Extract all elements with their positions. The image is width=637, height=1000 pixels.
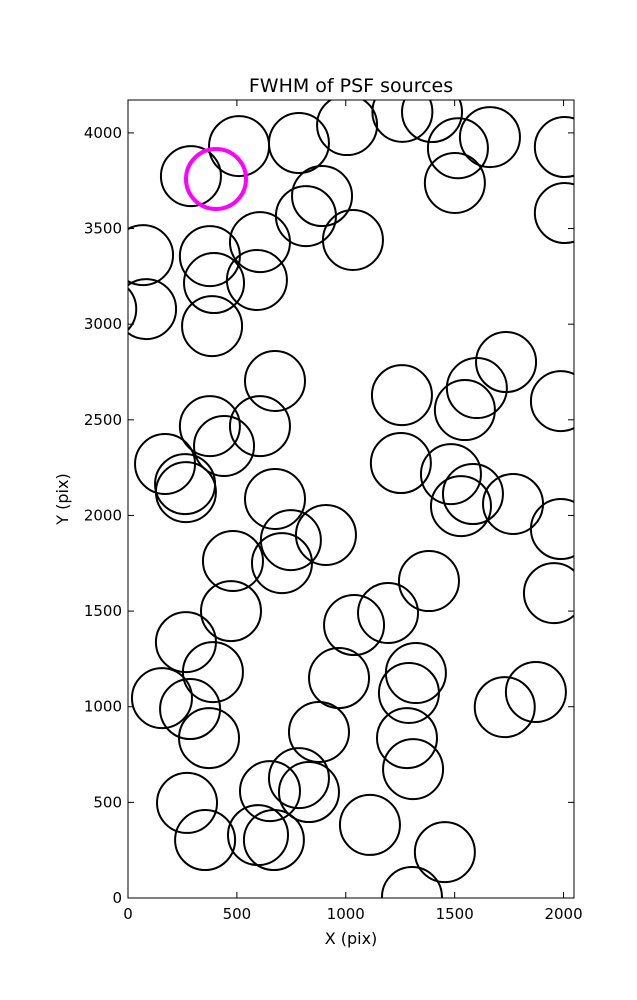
source-marker <box>200 580 263 643</box>
source-marker <box>371 100 434 143</box>
source-marker <box>522 562 574 625</box>
source-marker <box>338 793 401 856</box>
y-tick-label: 2000 <box>84 506 122 524</box>
source-marker <box>178 707 241 770</box>
source-marker <box>413 821 476 884</box>
source-marker <box>308 647 371 710</box>
source-marker <box>533 116 574 179</box>
source-marker <box>243 349 306 412</box>
source-marker <box>529 498 574 561</box>
source-marker <box>181 295 244 358</box>
source-marker <box>294 503 357 566</box>
source-marker <box>181 641 244 704</box>
source-marker <box>291 165 354 228</box>
x-tick-label: 1000 <box>327 905 365 923</box>
source-marker <box>228 395 291 458</box>
source-marker <box>429 475 492 538</box>
x-tick-label: 2000 <box>544 905 582 923</box>
source-marker <box>533 182 574 245</box>
plot-marks <box>128 100 574 898</box>
source-marker <box>458 106 521 169</box>
source-marker <box>445 357 508 420</box>
source-marker <box>259 509 322 572</box>
source-marker <box>277 761 340 824</box>
source-marker <box>380 866 443 898</box>
source-marker <box>243 468 306 530</box>
source-marker <box>323 594 386 657</box>
source-marker <box>267 747 330 810</box>
source-marker <box>128 224 175 287</box>
source-marker <box>397 550 460 613</box>
source-marker <box>130 667 193 730</box>
source-marker <box>382 738 445 801</box>
source-marker <box>321 209 384 272</box>
source-marker <box>316 100 379 157</box>
source-marker <box>357 582 420 644</box>
source-marker <box>369 432 432 495</box>
source-marker <box>441 463 504 526</box>
x-axis-label: X (pix) <box>325 929 378 948</box>
source-marker <box>242 809 305 872</box>
source-marker <box>128 278 178 341</box>
source-marker <box>377 661 440 724</box>
source-marker <box>473 676 536 739</box>
source-marker <box>128 287 138 332</box>
source-marker <box>238 760 301 823</box>
source-marker <box>201 529 264 592</box>
source-marker <box>401 100 464 144</box>
source-marker <box>174 809 237 872</box>
y-tick-label: 4000 <box>84 124 122 142</box>
y-tick-label: 500 <box>93 793 122 811</box>
x-tick-label: 0 <box>123 905 133 923</box>
y-tick-label: 3000 <box>84 315 122 333</box>
source-marker <box>178 395 241 458</box>
y-axis-label: Y (pix) <box>53 473 72 525</box>
source-marker <box>159 678 222 741</box>
source-marker <box>156 771 219 834</box>
y-tick-label: 1000 <box>84 698 122 716</box>
source-marker <box>183 252 246 315</box>
x-tick-label: 500 <box>223 905 252 923</box>
y-tick-label: 1500 <box>84 602 122 620</box>
source-marker <box>370 364 433 427</box>
source-marker <box>193 415 256 478</box>
source-marker <box>375 707 438 770</box>
x-tick-label: 1500 <box>436 905 474 923</box>
source-marker <box>225 248 288 311</box>
plot-frame <box>127 99 575 899</box>
y-tick-label: 3500 <box>84 220 122 238</box>
source-marker <box>423 152 486 215</box>
source-marker <box>419 443 482 506</box>
source-marker <box>529 370 574 433</box>
y-tick-label: 2500 <box>84 411 122 429</box>
source-marker <box>228 211 291 274</box>
source-marker <box>250 532 313 595</box>
source-marker <box>159 145 222 208</box>
chart-title: FWHM of PSF sources <box>249 75 453 97</box>
y-tick-label: 0 <box>112 889 122 907</box>
source-marker <box>154 461 217 524</box>
source-marker <box>504 660 567 723</box>
source-marker <box>287 700 350 763</box>
source-marker <box>426 117 489 180</box>
source-marker <box>267 112 330 175</box>
source-marker <box>183 146 248 211</box>
source-marker <box>433 379 496 442</box>
